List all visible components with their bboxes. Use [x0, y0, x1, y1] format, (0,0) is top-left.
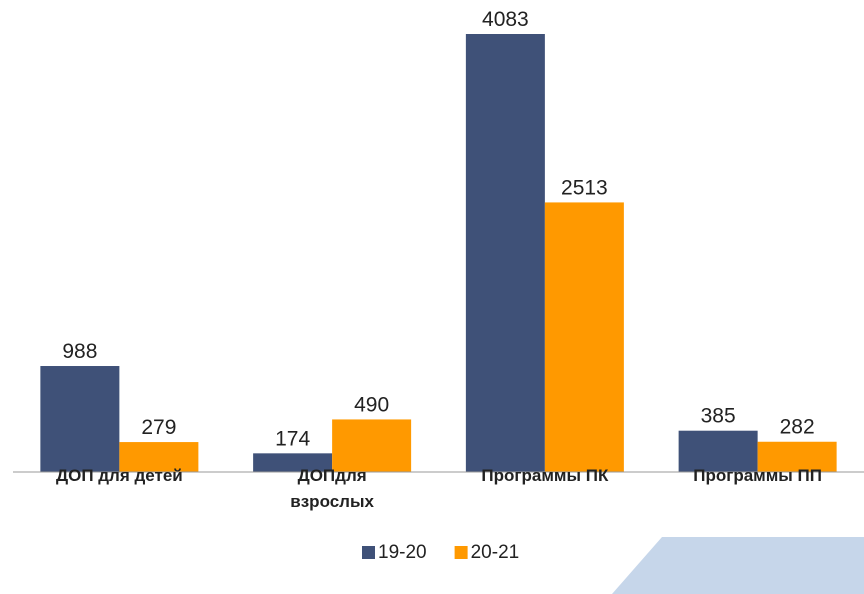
value-label: 282 — [780, 416, 815, 439]
bar — [465, 34, 545, 472]
legend-label: 20-21 — [471, 542, 520, 563]
value-label: 988 — [62, 340, 97, 363]
bar — [40, 366, 120, 472]
decoration — [612, 537, 864, 594]
legend-swatch — [454, 546, 468, 559]
bar — [757, 441, 837, 472]
value-label: 279 — [141, 416, 176, 439]
value-label: 385 — [701, 405, 736, 428]
value-label: 4083 — [482, 8, 529, 31]
value-label: 2513 — [561, 176, 608, 199]
value-label: 490 — [354, 393, 389, 416]
x-tick-label: Программы ПП — [693, 466, 822, 485]
bar — [544, 202, 624, 472]
x-tick-label: Программы ПК — [481, 466, 609, 485]
bar — [253, 453, 333, 472]
bar — [119, 442, 199, 472]
legend-label: 19-20 — [378, 542, 427, 563]
bar — [332, 419, 412, 472]
x-tick-label: ДОПдля взрослых — [290, 466, 374, 511]
value-label: 174 — [275, 427, 310, 450]
legend-swatch — [362, 546, 375, 559]
bar — [678, 430, 758, 472]
x-tick-label: ДОП для детей — [55, 466, 183, 485]
